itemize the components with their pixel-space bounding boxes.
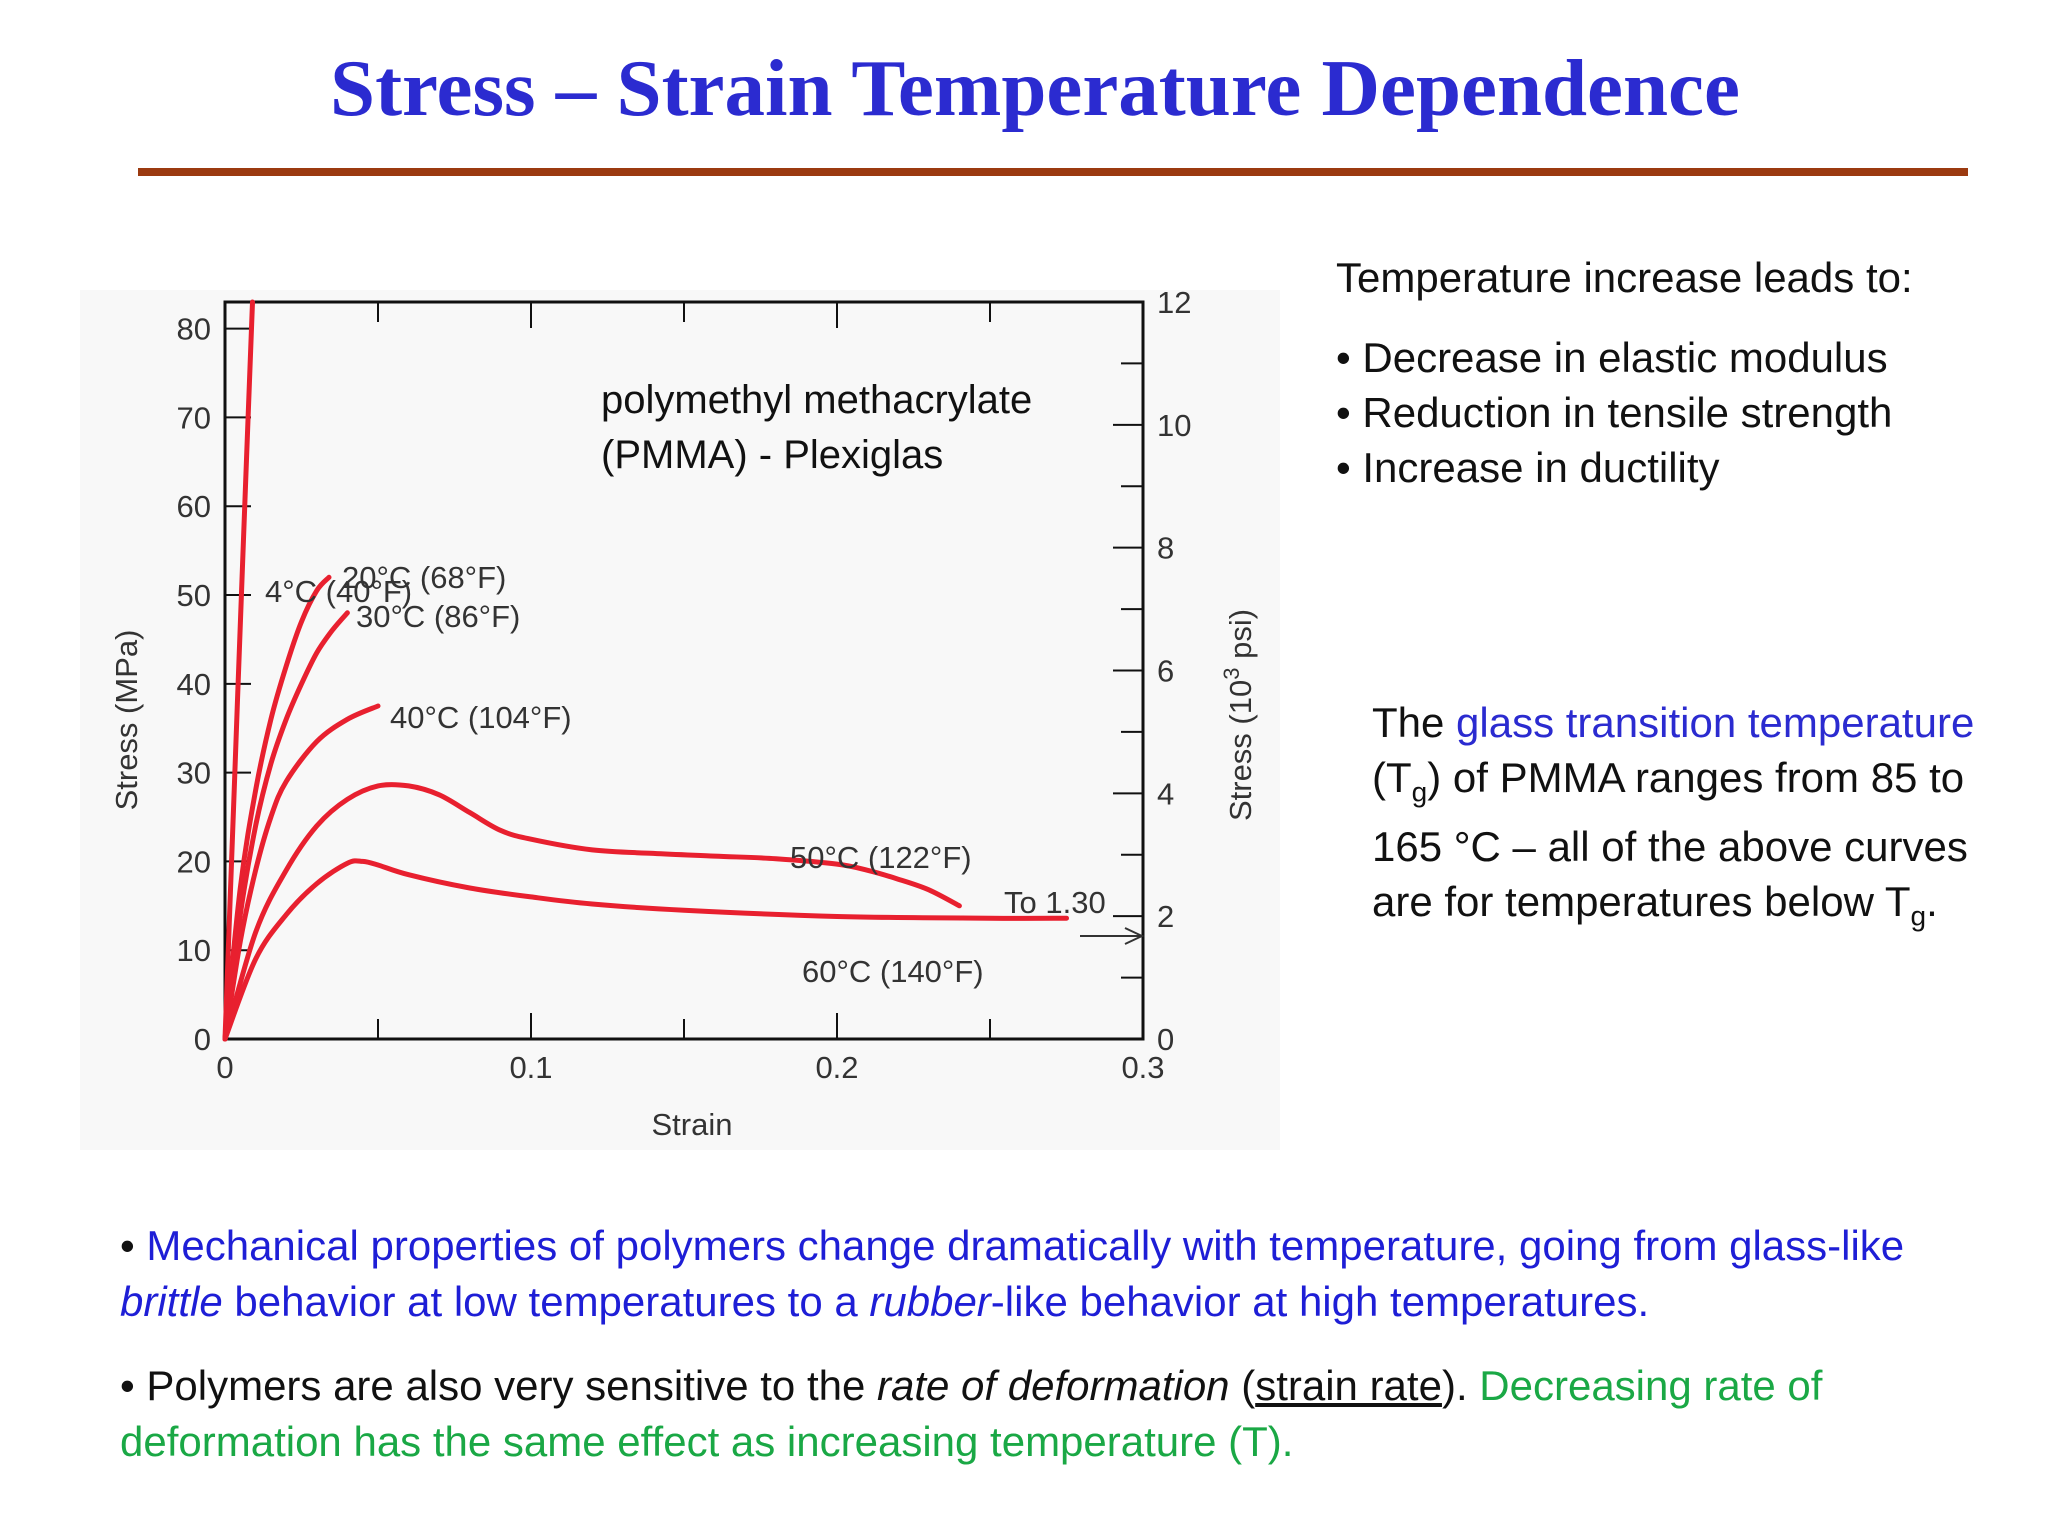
curve-1 <box>222 574 332 1042</box>
tg-sub: g <box>1411 776 1428 808</box>
tg-lead: The <box>1372 699 1457 746</box>
y2-tick-label: 8 <box>1157 531 1174 566</box>
y2-tick-label: 10 <box>1157 408 1191 443</box>
curve-label-20c: 20°C (68°F) <box>342 560 506 595</box>
effects-list: Decrease in elastic modulus Reduction in… <box>1336 330 2026 495</box>
y2-axis-label: Stress (103 psi) <box>1219 609 1258 821</box>
y-tick-label: 20 <box>177 844 211 879</box>
chart-panel: 0 0.1 0.2 0.3 0 10 20 30 40 50 60 70 80 0 2 4 6 8 10 12 4… <box>80 290 1280 1150</box>
y2-axis-label-end: psi) <box>1223 609 1258 668</box>
bullet-strain-rate: • Polymers are also very sensitive to th… <box>120 1358 2000 1470</box>
curve-label-50c: 50°C (122°F) <box>790 840 972 875</box>
curve-2 <box>222 610 350 1042</box>
para1-text-3: -like behavior at high temperatures. <box>990 1278 1650 1325</box>
tg-rest: ) of PMMA ranges from 85 to 165 °C – all… <box>1372 754 1968 926</box>
y2-tick-label: 4 <box>1157 776 1174 811</box>
y-tick-label: 50 <box>177 578 211 613</box>
curve-5 <box>222 858 1069 1042</box>
para1-text-1: Mechanical properties of polymers change… <box>146 1222 1905 1269</box>
effect-item: Reduction in tensile strength <box>1336 385 2026 440</box>
tg-open: (T <box>1372 754 1412 801</box>
curve-3 <box>222 703 381 1042</box>
y-axis-label: Stress (MPa) <box>109 630 144 811</box>
y-tick-label: 30 <box>177 756 211 791</box>
para1-rubber: rubber <box>869 1278 991 1325</box>
arrow-to-130 <box>1080 927 1145 945</box>
bullet-marker: • <box>120 1362 147 1409</box>
para2-text-1: Polymers are also very sensitive to the <box>146 1362 878 1409</box>
x-tick-label: 0.2 <box>815 1050 858 1085</box>
y2-tick-label: 2 <box>1157 899 1174 934</box>
para2-strain-rate: strain rate <box>1255 1362 1442 1409</box>
curve-0 <box>222 299 255 1042</box>
slide-title: Stress – Strain Temperature Dependence <box>330 43 1740 133</box>
y2-tick-label: 12 <box>1157 290 1191 320</box>
material-label-line2: (PMMA) - Plexiglas <box>601 433 943 477</box>
y2-tick-label: 6 <box>1157 654 1174 689</box>
curve-label-4c: 4°C (40°F) <box>265 574 412 609</box>
y-tick-label: 80 <box>177 312 211 347</box>
y-tick-label: 40 <box>177 667 211 702</box>
bullet-marker: • <box>120 1222 147 1269</box>
curve-label-30c: 30°C (86°F) <box>356 599 520 634</box>
para1-text-2: behavior at low temperatures to a <box>222 1278 870 1325</box>
x-tick-label: 0.1 <box>509 1050 552 1085</box>
temperature-effects: Temperature increase leads to: Decrease … <box>1336 250 2026 495</box>
glass-transition-note: The glass transition temperature (Tg) of… <box>1372 695 2012 944</box>
material-label-line1: polymethyl methacrylate <box>601 378 1032 422</box>
y-tick-label: 70 <box>177 400 211 435</box>
tg-end: . <box>1926 878 1938 926</box>
y-tick-label: 60 <box>177 489 211 524</box>
effect-item: Increase in ductility <box>1336 440 2026 495</box>
tg-end-sub: g <box>1910 900 1927 932</box>
y2-tick-label: 0 <box>1157 1022 1174 1057</box>
annotation-to-130: To 1.30 <box>1004 885 1106 920</box>
curve-4 <box>222 782 962 1042</box>
para2-text-2: ( <box>1229 1362 1256 1409</box>
tg-term: glass transition temperature <box>1456 699 1975 746</box>
para2-green: Decreasing rate of deformation has the s… <box>120 1362 1823 1465</box>
para2-rate: rate of deformation <box>877 1362 1230 1409</box>
para1-brittle: brittle <box>120 1278 223 1325</box>
stress-strain-chart: 0 0.1 0.2 0.3 0 10 20 30 40 50 60 70 80 0 2 4 6 8 10 12 4… <box>109 290 1258 1142</box>
curve-label-60c: 60°C (140°F) <box>802 954 984 989</box>
x-axis-label: Strain <box>652 1107 733 1142</box>
x-tick-label: 0.3 <box>1121 1050 1164 1085</box>
bullet-mechanical-properties: • Mechanical properties of polymers chan… <box>120 1218 2000 1330</box>
y-tick-label: 10 <box>177 933 211 968</box>
x-tick-label: 0 <box>216 1050 233 1085</box>
effects-heading: Temperature increase leads to: <box>1336 254 1913 301</box>
para2-text-3: ). <box>1441 1362 1480 1409</box>
title-rule <box>138 168 1968 176</box>
y-tick-label: 0 <box>194 1022 211 1057</box>
y2-axis-label-sup: 3 <box>1219 668 1244 680</box>
effect-item: Decrease in elastic modulus <box>1336 330 2026 385</box>
curve-label-40c: 40°C (104°F) <box>390 700 572 735</box>
y2-axis-label-base: Stress (10 <box>1223 680 1258 821</box>
